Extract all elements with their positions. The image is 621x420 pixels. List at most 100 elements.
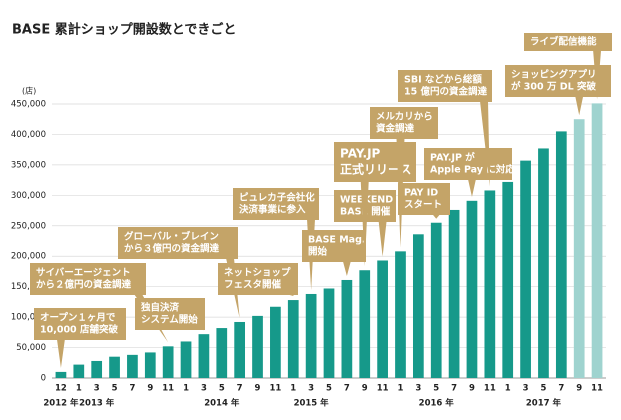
x-tick-label: 1 — [76, 384, 82, 394]
bar — [144, 352, 156, 378]
y-tick-label: 350,000 — [11, 160, 46, 170]
x-tick-label: 11 — [269, 384, 281, 394]
callout-text: 独自決済 — [140, 302, 180, 314]
callout-text: グローバル・ブレイン — [124, 231, 219, 243]
callout-text: PAY ID — [404, 188, 438, 199]
callout-box — [398, 183, 450, 215]
y-tick-label: 100,000 — [11, 313, 46, 323]
x-tick-label: 7 — [129, 384, 135, 394]
y-tick-label: 450,000 — [11, 100, 46, 110]
bar — [216, 328, 228, 378]
bar — [55, 371, 67, 378]
x-tick-label: 1 — [290, 384, 296, 394]
callout-box — [424, 148, 512, 180]
y-tick-label: 50,000 — [16, 343, 46, 353]
x-tick-label: 9 — [576, 384, 582, 394]
callout-text: PAY.JP が — [430, 152, 475, 164]
x-tick-label: 7 — [558, 384, 564, 394]
callout-text: 正式リリース — [340, 162, 411, 177]
bar — [359, 270, 371, 378]
x-tick-label: 7 — [344, 384, 350, 394]
y-tick-label: 300,000 — [11, 191, 46, 201]
y-tick-label: 0 — [41, 374, 46, 384]
callout-text: 10,000 店舗突破 — [40, 324, 118, 336]
callout-box — [34, 308, 126, 340]
callout-box — [524, 33, 612, 51]
bar — [502, 181, 514, 378]
chart-title: BASE 累計ショップ開設数とできごと — [12, 22, 236, 38]
callout-text: 資金調達 — [376, 123, 415, 135]
callout-text: サイバーエージェント — [36, 267, 131, 279]
x-tick-label: 3 — [201, 384, 207, 394]
year-label: 2013 年 — [79, 398, 115, 409]
callout-pointer — [432, 214, 441, 219]
callout-pointer — [226, 258, 240, 318]
bar — [180, 341, 192, 378]
callout-box — [218, 263, 298, 295]
bar — [323, 288, 335, 378]
callout-box — [233, 188, 319, 220]
year-label: 2012 年 — [43, 398, 79, 409]
x-tick-label: 9 — [147, 384, 153, 394]
bar — [573, 119, 585, 378]
callout-box — [370, 107, 438, 139]
x-tick-label: 1 — [398, 384, 404, 394]
callout-box — [505, 65, 611, 97]
bar — [520, 160, 531, 378]
callout-text: スタート — [404, 199, 442, 211]
x-tick-label: 5 — [112, 384, 118, 394]
callout-text: ピュレカ子会社化 — [239, 192, 315, 204]
year-label: 2014 年 — [204, 398, 240, 409]
x-tick-label: 3 — [308, 384, 314, 394]
bar — [341, 279, 353, 378]
callout-text: PAY.JP — [340, 147, 381, 161]
callout-pointer — [480, 101, 490, 187]
bar — [395, 251, 406, 378]
bar — [305, 293, 317, 378]
bar — [162, 346, 174, 378]
callout-text: 15 億円の資金調達 — [404, 86, 488, 98]
bar — [252, 315, 263, 378]
x-tick-label: 5 — [219, 384, 225, 394]
callout-text: BASE Mag. — [308, 235, 366, 246]
bar — [430, 222, 442, 378]
callout-text: 開始 — [308, 246, 328, 258]
x-tick-label: 11 — [591, 384, 603, 394]
callout-text: ライブ配信機能 — [530, 36, 597, 48]
y-tick-label: 200,000 — [11, 252, 46, 262]
callout-text: オープン１ヶ月で — [40, 312, 116, 324]
year-label: 2017 年 — [526, 398, 562, 409]
callout-box — [302, 230, 366, 262]
callout-text: SBI などから総額 — [404, 74, 482, 86]
callout-box — [398, 70, 492, 102]
callout-text: が 300 万 DL 突破 — [511, 81, 596, 93]
bar — [466, 200, 478, 378]
x-tick-label: 5 — [433, 384, 439, 394]
year-label: 2015 年 — [294, 398, 330, 409]
callout-pointer — [360, 181, 369, 267]
callout-text: ネットショップ — [224, 267, 291, 279]
x-tick-label: 3 — [415, 384, 421, 394]
bar — [555, 131, 567, 378]
callout-pointer — [575, 96, 584, 116]
bar — [198, 334, 210, 378]
y-unit-label: (店) — [22, 86, 36, 96]
bar — [377, 260, 388, 378]
x-tick-label: 3 — [94, 384, 100, 394]
year-label: 2016 年 — [419, 398, 455, 409]
bar — [287, 300, 299, 378]
bar — [484, 190, 496, 378]
x-tick-label: 9 — [469, 384, 475, 394]
callout-box — [135, 298, 205, 330]
bar — [109, 356, 120, 378]
bar — [234, 321, 246, 378]
x-tick-label: 11 — [377, 384, 389, 394]
x-tick-label: 12 — [55, 384, 67, 394]
bar — [538, 148, 549, 378]
callout-text: メルカリから — [376, 112, 433, 123]
y-tick-label: 400,000 — [11, 130, 46, 140]
bar — [448, 209, 460, 378]
x-tick-label: 1 — [505, 384, 511, 394]
bar — [73, 364, 85, 378]
x-tick-label: 9 — [362, 384, 368, 394]
